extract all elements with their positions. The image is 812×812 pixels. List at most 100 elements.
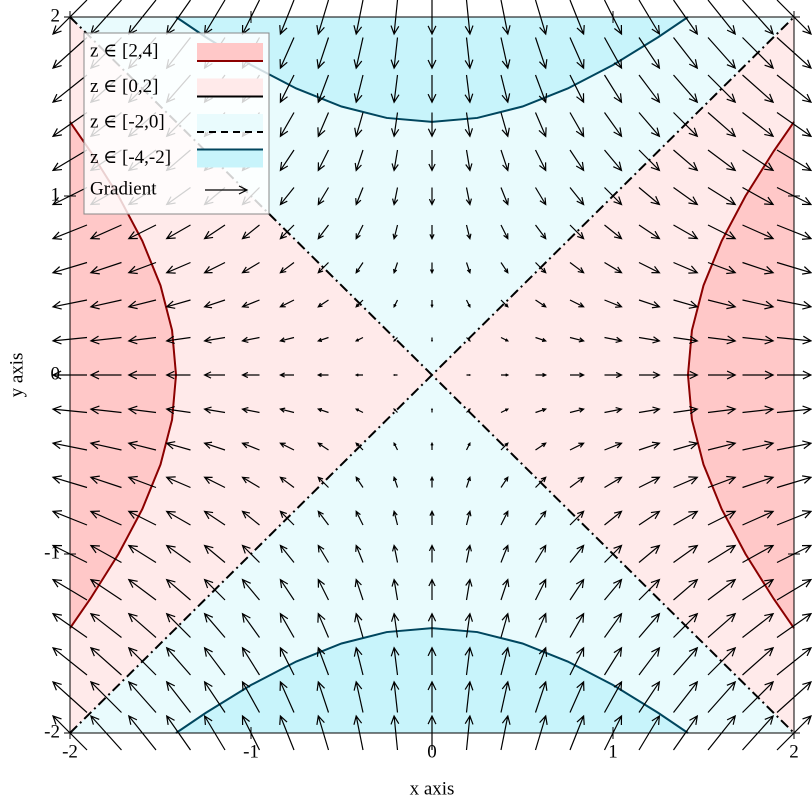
gradient-arrow — [604, 187, 623, 206]
gradient-arrow — [279, 74, 295, 104]
gradient-arrow — [317, 476, 329, 488]
gradient-arrow — [569, 74, 585, 104]
gradient-arrow — [165, 510, 191, 526]
gradient-arrow — [707, 578, 737, 601]
gradient-arrow — [279, 646, 295, 676]
gradient-arrow — [317, 149, 330, 172]
gradient-arrow — [89, 612, 122, 638]
gradient-arrow — [355, 544, 364, 563]
gradient-arrow — [673, 612, 699, 638]
gradient-arrow — [354, 373, 363, 377]
gradient-arrow — [203, 261, 226, 274]
gradient-arrow — [355, 224, 364, 240]
gradient-arrow — [742, 475, 775, 489]
gradient-arrow — [673, 187, 699, 206]
gradient-arrow — [127, 261, 157, 275]
gradient-arrow — [535, 336, 548, 342]
gradient-arrow — [569, 612, 585, 638]
gradient-arrow — [317, 187, 330, 206]
gradient-arrow — [203, 612, 226, 638]
gradient-arrow — [354, 612, 364, 638]
gradient-arrow — [241, 544, 260, 563]
gradient-arrow — [430, 407, 434, 413]
gradient-arrow — [203, 544, 226, 563]
gradient-arrow — [165, 370, 191, 380]
gradient-arrow — [501, 373, 510, 377]
gradient-arrow — [203, 299, 226, 309]
gradient-arrow — [466, 408, 471, 413]
gradient-arrow — [466, 337, 471, 342]
gradient-arrow — [89, 224, 122, 240]
gradient-arrow — [534, 544, 547, 563]
gradient-arrow — [638, 149, 661, 172]
gradient-arrow — [707, 335, 737, 345]
gradient-arrow — [742, 149, 775, 172]
gradient-arrow — [603, 74, 623, 104]
gradient-arrow — [707, 646, 737, 676]
gradient-arrow — [603, 37, 623, 70]
gradient-arrow — [500, 299, 509, 308]
gradient-arrow — [638, 187, 661, 206]
legend: z ∈ [2,4] z ∈ [0,2] z ∈ [-2,0] z ∈ [-4,-2] G… — [83, 32, 270, 215]
gradient-arrow — [638, 510, 661, 526]
gradient-arrow — [466, 373, 472, 377]
gradient-arrow — [742, 186, 775, 206]
gradient-arrow — [355, 510, 364, 526]
gradient-arrow — [429, 475, 435, 488]
gradient-arrow — [165, 441, 191, 451]
gradient-arrow — [165, 680, 191, 713]
gradient-arrow — [742, 440, 775, 451]
gradient-arrow — [89, 475, 122, 489]
gradient-arrow — [604, 407, 623, 414]
gradient-arrow — [534, 680, 548, 713]
gradient-arrow — [742, 612, 775, 638]
legend-swatch — [197, 149, 263, 168]
gradient-arrow — [569, 187, 585, 206]
gradient-arrow — [638, 544, 661, 563]
gradient-arrow — [354, 578, 364, 601]
gradient-arrow — [317, 442, 329, 451]
gradient-arrow — [673, 680, 699, 713]
gradient-arrow — [317, 299, 329, 308]
gradient-arrow — [673, 510, 699, 526]
gradient-arrow — [465, 262, 471, 275]
gradient-arrow — [241, 299, 260, 308]
gradient-arrow — [742, 370, 775, 380]
gradient-arrow — [742, 335, 775, 345]
gradient-arrow — [279, 476, 295, 488]
gradient-arrow — [165, 612, 191, 638]
y-tick-label: 0 — [51, 363, 61, 384]
gradient-arrow — [535, 510, 547, 526]
gradient-arrow — [603, 646, 623, 676]
gradient-arrow — [241, 510, 260, 526]
gradient-arrow — [203, 224, 226, 240]
x-tick-label: 0 — [427, 741, 437, 762]
gradient-arrow — [673, 441, 699, 451]
gradient-arrow — [569, 299, 585, 308]
gradient-arrow — [465, 187, 472, 206]
gradient-arrow — [500, 336, 510, 342]
gradient-arrow — [464, 74, 474, 104]
gradient-arrow — [317, 544, 330, 563]
gradient-arrow — [354, 336, 364, 342]
gradient-arrow — [203, 336, 226, 344]
gradient-arrow — [742, 578, 775, 601]
gradient-arrow — [742, 74, 775, 104]
gradient-arrow — [742, 680, 775, 713]
gradient-arrow — [165, 335, 191, 345]
gradient-arrow — [465, 578, 473, 601]
gradient-arrow — [203, 578, 226, 601]
gradient-arrow — [464, 646, 474, 676]
legend-label: z ∈ [0,2] — [90, 76, 158, 97]
gradient-arrow — [604, 149, 623, 172]
y-tick-label: 1 — [51, 184, 61, 205]
gradient-arrow — [500, 510, 509, 526]
gradient-arrow — [638, 612, 661, 638]
gradient-arrow — [353, 74, 364, 104]
gradient-arrow — [500, 149, 510, 172]
gradient-arrow — [165, 476, 191, 489]
gradient-arrow — [638, 224, 661, 240]
gradient-arrow — [604, 578, 623, 601]
gradient-arrow — [569, 149, 585, 172]
gradient-arrow — [604, 336, 623, 343]
